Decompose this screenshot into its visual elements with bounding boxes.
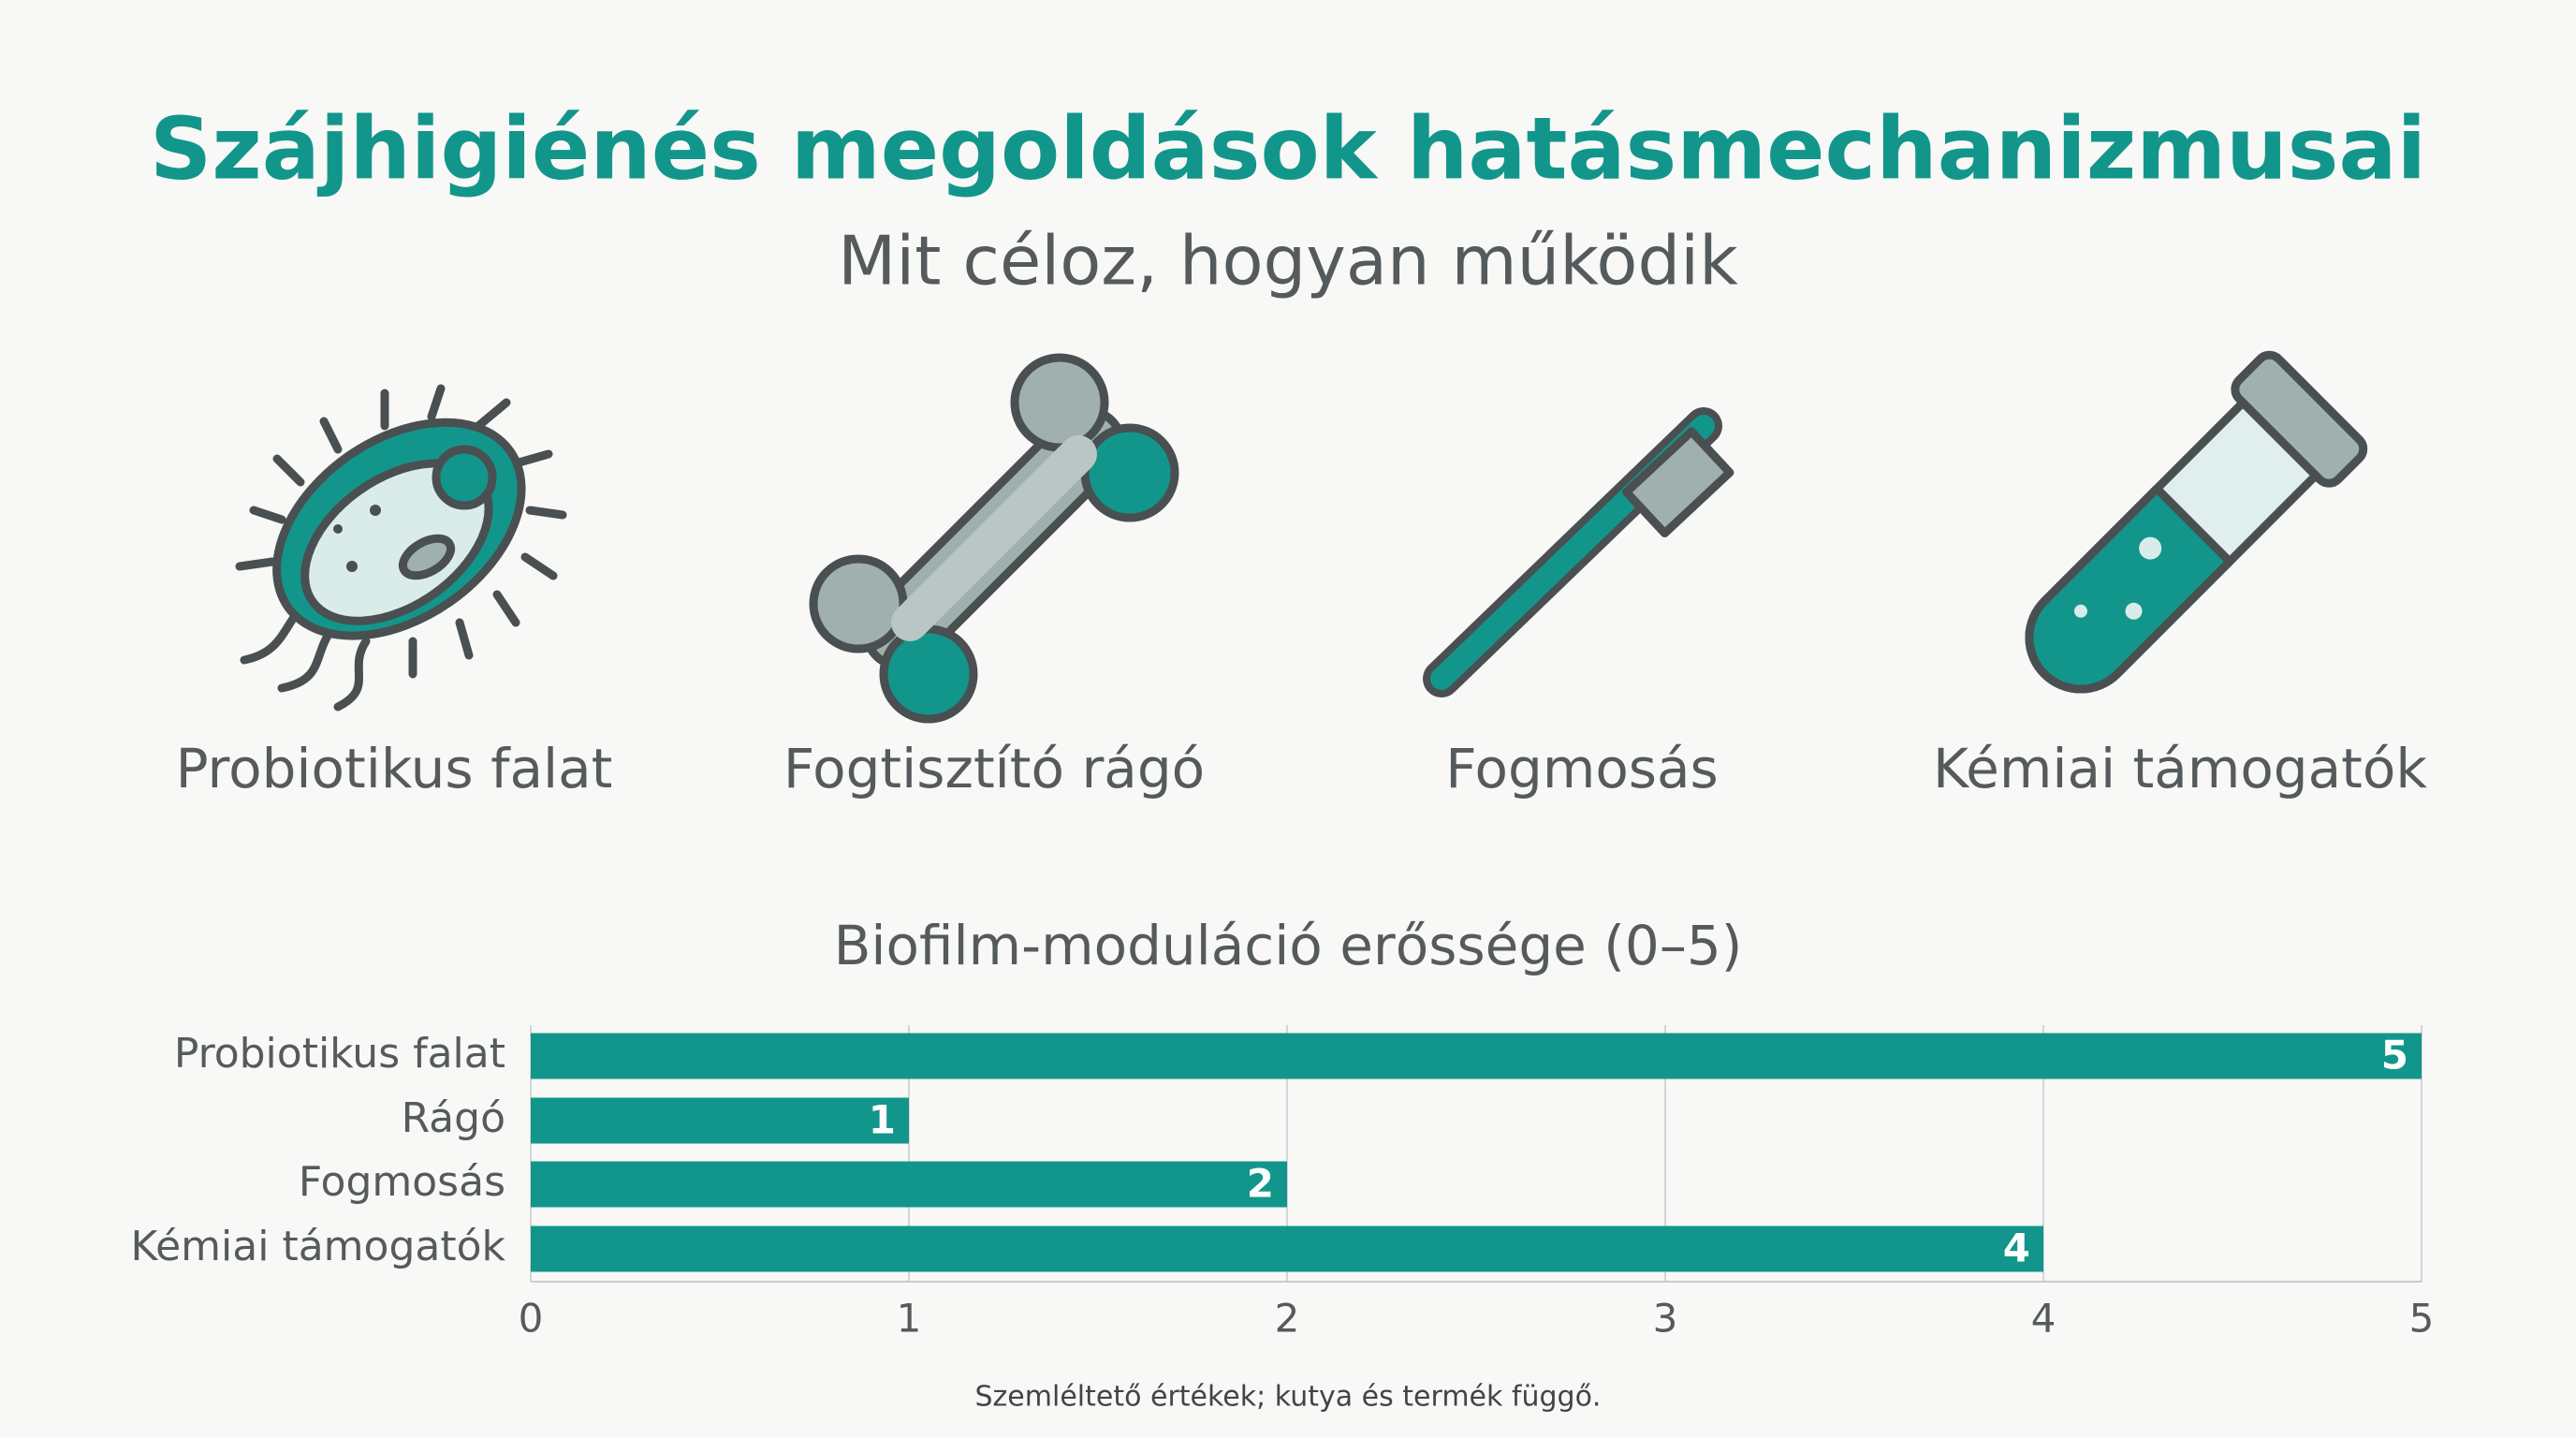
chart-title: Biofilm-moduláció erőssége (0–5): [834, 914, 1743, 977]
value-label: 1: [869, 1097, 896, 1143]
bar: [531, 1225, 2043, 1272]
x-tick-label: 3: [1653, 1296, 1678, 1342]
x-tick-label: 1: [897, 1296, 922, 1342]
x-tick-label: 0: [519, 1296, 544, 1342]
icon-label: Fogmosás: [1445, 737, 1719, 800]
y-tick-label: Fogmosás: [299, 1158, 505, 1206]
x-tick-label: 2: [1275, 1296, 1300, 1342]
value-label: 5: [2381, 1033, 2408, 1078]
footnote: Szemléltető értékek; kutya és termék füg…: [975, 1381, 1602, 1414]
icon-label: Kémiai támogatók: [1933, 737, 2427, 800]
bar: [531, 1161, 1287, 1208]
y-tick-label: Kémiai támogatók: [130, 1223, 505, 1270]
icon-label: Fogtisztító rágó: [783, 737, 1205, 800]
bone-icon: [809, 353, 1179, 724]
value-label: 4: [2003, 1225, 2030, 1271]
y-tick-label: Rágó: [402, 1094, 505, 1142]
bar: [531, 1097, 909, 1144]
test-tube-icon: [2025, 350, 2368, 694]
bacterium-icon: [235, 384, 567, 712]
value-label: 2: [1247, 1161, 1274, 1207]
icon-label: Probiotikus falat: [176, 737, 613, 800]
toothbrush-icon: [1423, 407, 1734, 697]
chart: Biofilm-moduláció erőssége (0–5) 0 1 2 3 4 5 P…: [130, 914, 2434, 1341]
y-tick-label: Probiotikus falat: [174, 1030, 505, 1078]
subtitle: Mit céloz, hogyan működik: [838, 222, 1738, 301]
bar: [531, 1033, 2422, 1079]
x-tick-label: 4: [2031, 1296, 2056, 1342]
x-tick-label: 5: [2409, 1296, 2435, 1342]
title: Szájhigiénés megoldások hatásmechanizmus…: [150, 98, 2426, 198]
